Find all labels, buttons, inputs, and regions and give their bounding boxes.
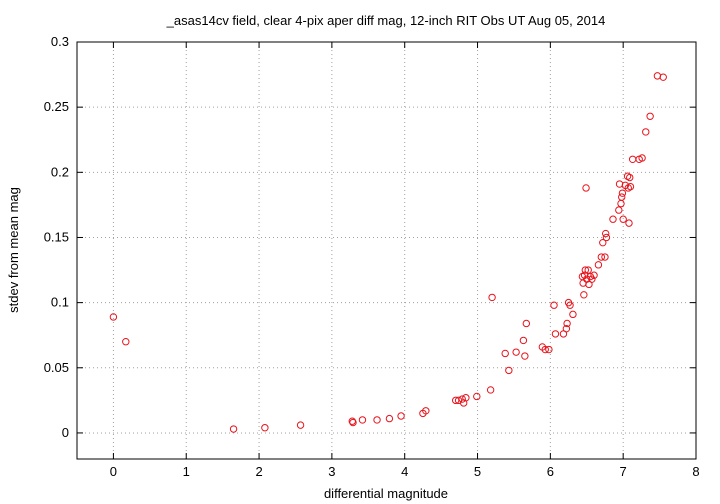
y-tick-label: 0.05 — [44, 360, 69, 375]
data-point — [584, 266, 592, 274]
data-point — [646, 112, 654, 120]
data-point — [580, 291, 588, 299]
chart-title: _asas14cv field, clear 4-pix aper diff m… — [166, 13, 606, 28]
data-point — [615, 180, 624, 188]
data-point — [373, 416, 381, 424]
data-point — [566, 301, 574, 309]
plot-frame — [76, 41, 697, 460]
data-point — [615, 206, 623, 214]
y-tick-label: 0.3 — [51, 34, 69, 49]
data-point — [462, 394, 470, 402]
data-point — [358, 416, 367, 424]
x-tick-label: 2 — [255, 464, 262, 479]
data-point — [601, 253, 609, 261]
data-point — [422, 407, 430, 415]
grid-lines — [77, 41, 697, 459]
data-point — [590, 271, 598, 279]
data-point — [512, 348, 520, 356]
y-tick-label: 0.1 — [51, 295, 69, 310]
data-point — [659, 73, 667, 81]
data-point — [594, 261, 603, 269]
tick-labels: 0 1 2 3 4 5 6 7 8 0 0.05 0.1 0.15 0.2 0.25 0.3 — [44, 34, 700, 479]
data-point — [501, 349, 509, 358]
data-point — [625, 219, 633, 227]
x-tick-label: 5 — [474, 464, 481, 479]
data-point — [619, 215, 627, 223]
data-point — [588, 275, 596, 283]
x-axis-label: differential magnitude — [324, 486, 448, 501]
data-point — [626, 173, 634, 182]
data-point — [581, 266, 590, 274]
data-point — [582, 184, 590, 192]
data-point — [488, 293, 496, 302]
data-point — [486, 386, 495, 394]
data-point — [599, 238, 607, 247]
data-point — [602, 233, 611, 242]
data-point — [597, 253, 606, 261]
axis-ticks — [77, 41, 697, 459]
data-point — [397, 412, 405, 420]
data-point — [348, 417, 356, 425]
data-point — [550, 301, 558, 309]
data-point — [638, 154, 646, 162]
y-tick-label: 0.25 — [44, 99, 69, 114]
data-point — [563, 319, 571, 328]
x-tick-label: 8 — [692, 464, 699, 479]
data-point — [519, 336, 528, 345]
data-point — [296, 421, 305, 429]
data-point — [618, 189, 627, 197]
data-point — [642, 128, 650, 136]
data-point — [229, 425, 238, 433]
data-point — [522, 319, 531, 328]
data-point — [626, 182, 635, 191]
data-point — [562, 324, 571, 333]
data-points — [109, 72, 667, 433]
data-point — [653, 72, 662, 80]
y-tick-label: 0.2 — [51, 164, 69, 179]
data-point — [505, 366, 513, 375]
x-tick-label: 7 — [620, 464, 627, 479]
y-tick-label: 0.15 — [44, 229, 69, 244]
data-point — [618, 193, 626, 201]
data-point — [569, 310, 577, 319]
data-point — [628, 155, 637, 163]
data-point — [541, 345, 549, 354]
x-tick-label: 0 — [110, 464, 117, 479]
data-point — [109, 313, 118, 321]
data-point — [122, 338, 130, 346]
x-tick-label: 1 — [183, 464, 190, 479]
data-point — [385, 414, 394, 423]
y-tick-label: 0 — [62, 425, 69, 440]
y-axis-label: stdev from mean mag — [6, 187, 21, 313]
data-point — [473, 392, 481, 401]
x-tick-label: 6 — [547, 464, 554, 479]
data-point — [458, 395, 466, 403]
data-point — [349, 418, 357, 427]
data-point — [579, 279, 587, 287]
data-point — [617, 199, 625, 208]
data-point — [521, 352, 529, 360]
data-point — [545, 345, 553, 354]
data-point — [609, 215, 617, 223]
data-point — [261, 424, 269, 432]
data-point — [551, 330, 560, 338]
x-tick-label: 4 — [401, 464, 408, 479]
data-point — [601, 229, 610, 238]
x-tick-label: 3 — [328, 464, 335, 479]
